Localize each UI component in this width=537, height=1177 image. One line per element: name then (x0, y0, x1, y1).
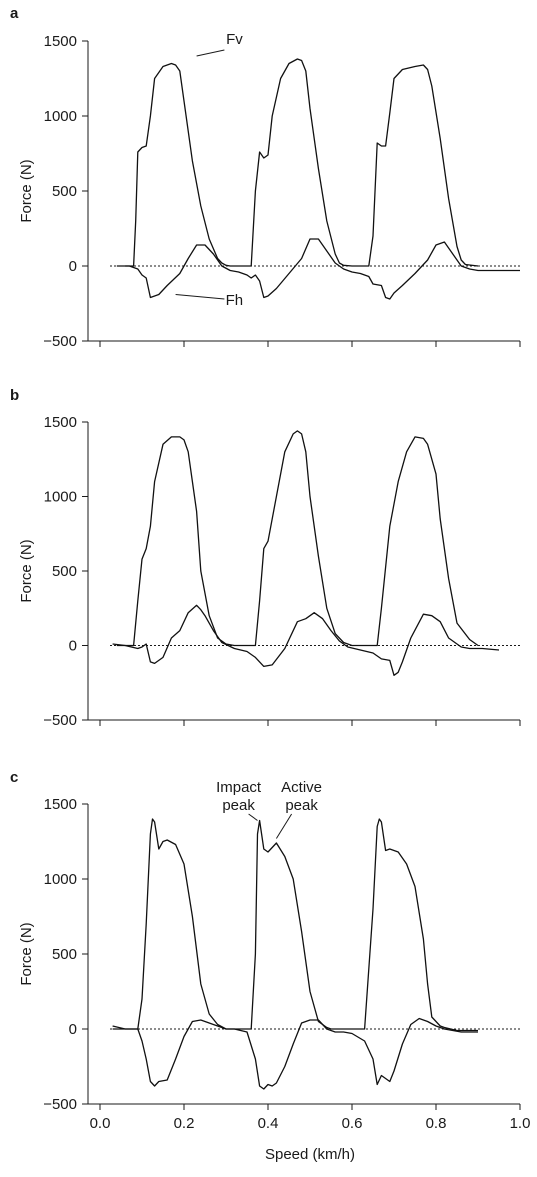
panel-letter: c (10, 769, 18, 786)
annotation-label: Fv (226, 31, 243, 48)
y-tick-label: 1000 (44, 108, 77, 125)
y-tick-label: 1500 (44, 796, 77, 813)
y-tick-label: 0 (69, 638, 77, 655)
y-axis-title: Force (N) (18, 922, 35, 985)
y-tick-label: 0 (69, 258, 77, 275)
annotation-leader-line (175, 294, 225, 300)
x-axis-title: Speed (km/h) (265, 1146, 355, 1163)
y-tick-label: 500 (52, 946, 77, 963)
annotation-line: peak (222, 797, 255, 814)
panel-letter: b (10, 387, 19, 404)
y-tick-label: −500 (43, 1096, 77, 1113)
annotation-leader-line (275, 813, 293, 839)
series-line-fh (116, 238, 520, 300)
annotation-line: Fv (226, 31, 243, 48)
annotation-label: Impact peak (216, 779, 262, 814)
annotation-label: Fh (226, 292, 244, 309)
y-tick-label: 1500 (44, 33, 77, 50)
y-tick-label: 0 (69, 1021, 77, 1038)
y-tick-label: 1000 (44, 489, 77, 506)
y-axis-title: Force (N) (18, 539, 35, 602)
series-line-fv (116, 430, 479, 647)
y-tick-label: 500 (52, 563, 77, 580)
x-tick-label: 0.8 (426, 1115, 447, 1132)
annotation-line: peak (285, 797, 318, 814)
y-axis-title: Force (N) (18, 159, 35, 222)
x-tick-label: 0.2 (174, 1115, 195, 1132)
annotation-leader-line (196, 49, 225, 57)
annotation-line: Fh (226, 292, 244, 309)
x-tick-label: 1.0 (510, 1115, 531, 1132)
series-line-fv (125, 58, 479, 267)
y-tick-label: 1500 (44, 414, 77, 431)
series-line-fv (112, 818, 478, 1032)
y-tick-label: 1000 (44, 871, 77, 888)
series-line-fh (112, 1017, 478, 1090)
annotation-line: Active (281, 779, 322, 796)
series-line-fh (112, 604, 500, 676)
annotation-leader-line (248, 813, 258, 821)
panel-letter: a (10, 5, 19, 22)
y-tick-label: −500 (43, 333, 77, 350)
annotation-label: Active peak (281, 779, 322, 814)
x-tick-label: 0.4 (258, 1115, 279, 1132)
x-tick-label: 0.6 (342, 1115, 363, 1132)
x-tick-label: 0.0 (90, 1115, 111, 1132)
y-tick-label: −500 (43, 712, 77, 729)
annotation-line: Impact (216, 779, 262, 796)
y-tick-label: 500 (52, 183, 77, 200)
